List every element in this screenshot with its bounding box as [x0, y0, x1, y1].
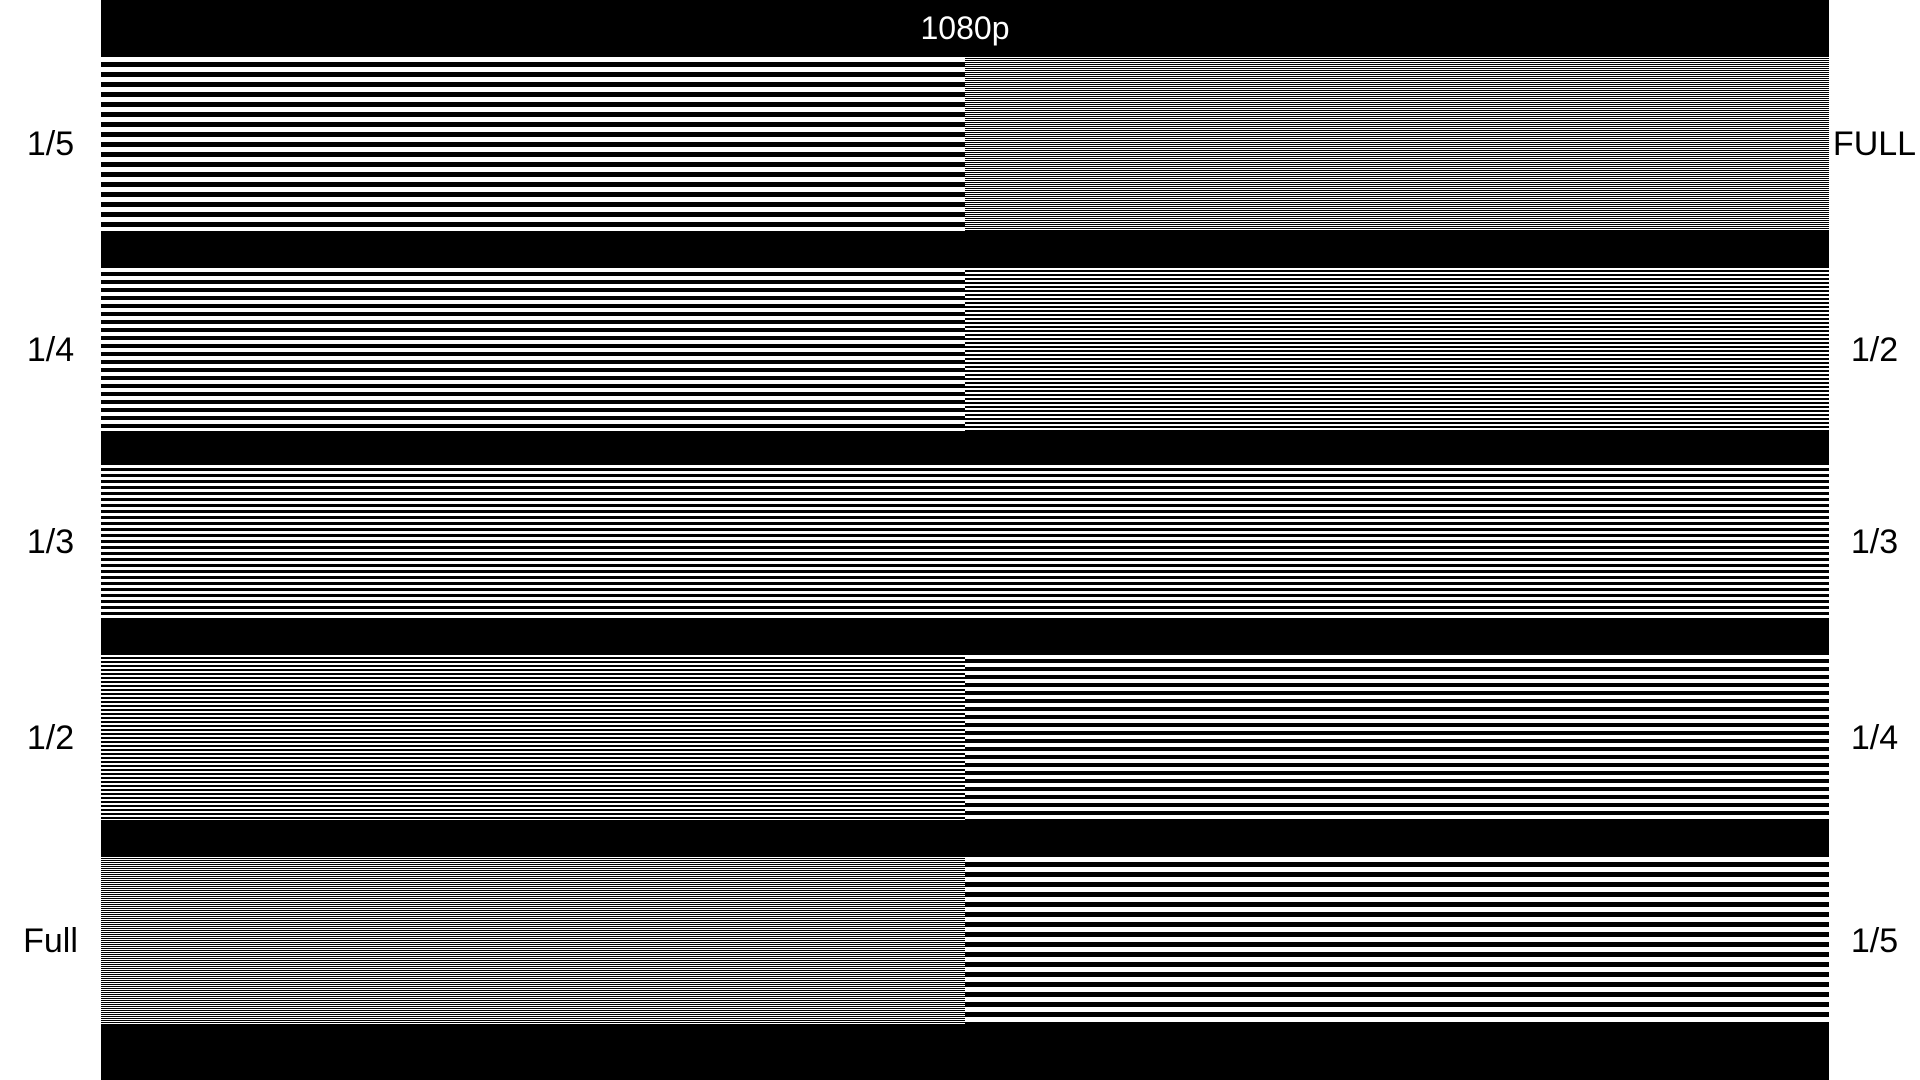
right-label: 1/5: [1850, 921, 1899, 960]
title: 1080p: [920, 10, 1010, 46]
left-label: 1/4: [26, 330, 75, 369]
stripe-block: [965, 655, 1829, 820]
stripe-block: [101, 857, 965, 1024]
right-label: 1/3: [1850, 522, 1899, 561]
stripe-block: [101, 465, 965, 618]
left-label: 1/5: [26, 125, 75, 163]
stripe-block: [965, 857, 1829, 1024]
right-label: 1/2: [1850, 330, 1899, 369]
stripe-block: [101, 268, 965, 431]
right-label: 1/4: [1850, 718, 1899, 757]
stripe-block: [965, 57, 1829, 231]
left-label: 1/3: [26, 522, 75, 561]
stripe-block: [965, 465, 1829, 618]
stripe-block: [965, 268, 1829, 431]
stripe-block: [101, 655, 965, 820]
left-label: 1/2: [26, 718, 75, 757]
right-label: FULL: [1832, 125, 1917, 163]
left-label: Full: [23, 921, 78, 960]
stripe-block: [101, 57, 965, 231]
